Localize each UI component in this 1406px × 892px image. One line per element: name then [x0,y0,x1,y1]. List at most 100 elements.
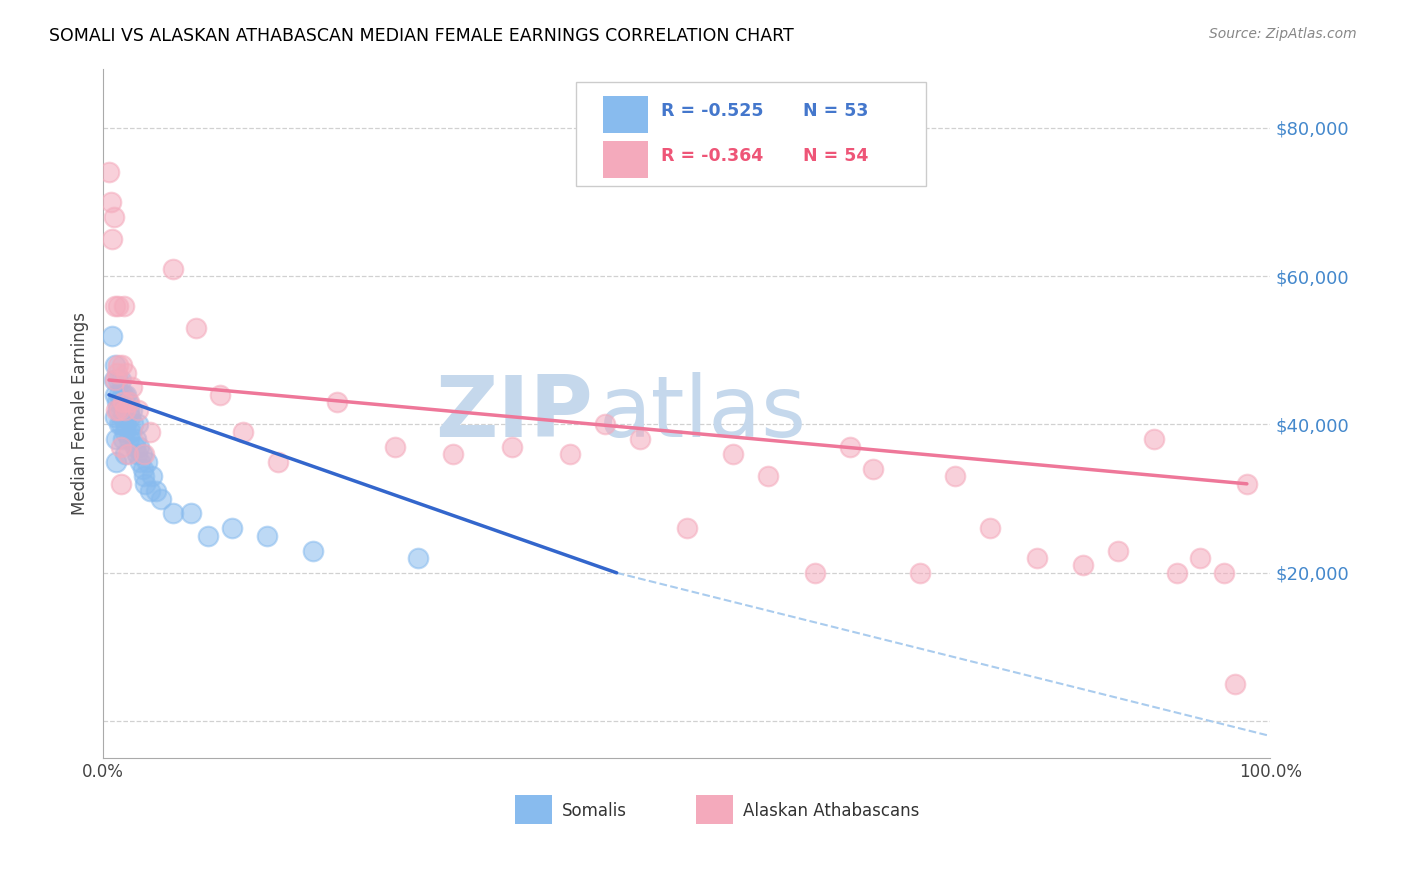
Point [107,373,129,387]
Point [104,454,127,468]
Point [111,433,134,447]
FancyBboxPatch shape [603,95,648,133]
Point [145,484,167,499]
Point [197,529,219,543]
Point [979,521,1001,535]
Point [112,410,135,425]
Point [593,417,616,432]
Point [132,469,155,483]
Point [628,433,651,447]
Point [100,194,122,209]
Point [723,447,745,461]
Point [104,299,127,313]
Point [110,440,132,454]
Point [121,380,143,394]
Point [104,358,127,372]
Text: Source: ZipAtlas.com: Source: ZipAtlas.com [1209,27,1357,41]
Point [114,425,136,439]
FancyBboxPatch shape [576,82,927,186]
Point [384,440,406,454]
Point [1073,558,1095,573]
Point [127,417,149,432]
Point [103,210,125,224]
Point [267,454,290,468]
Text: N = 53: N = 53 [803,102,869,120]
Point [141,469,163,483]
Point [122,417,145,432]
Point [127,402,149,417]
Text: Somalis: Somalis [562,802,627,820]
Point [117,395,139,409]
Y-axis label: Median Female Earnings: Median Female Earnings [72,312,89,515]
Point [111,410,134,425]
Point [150,491,173,506]
Point [124,440,146,454]
Point [1142,433,1164,447]
Point [221,521,243,535]
Point [675,521,697,535]
Point [111,358,134,372]
Point [1025,551,1047,566]
Point [108,388,131,402]
Point [302,543,325,558]
Point [110,417,132,432]
Point [756,469,779,483]
Point [162,507,184,521]
Point [1212,566,1234,580]
Point [501,440,523,454]
Point [104,410,127,425]
Point [125,433,148,447]
Point [139,484,162,499]
Text: ZIP: ZIP [436,372,593,455]
Point [839,440,862,454]
Point [107,402,129,417]
Point [1189,551,1212,566]
Point [804,566,827,580]
Point [232,425,254,439]
Point [121,402,143,417]
Point [325,395,347,409]
Point [118,410,141,425]
Point [118,433,141,447]
Point [115,366,138,380]
Point [108,402,131,417]
Point [120,425,142,439]
Text: N = 54: N = 54 [803,147,869,165]
Point [943,469,966,483]
Point [110,373,132,387]
Point [104,388,127,402]
Point [101,232,124,246]
Point [104,433,127,447]
Point [115,388,138,402]
Point [208,388,231,402]
Point [110,476,132,491]
Point [125,447,148,461]
Point [132,447,155,461]
Text: R = -0.364: R = -0.364 [661,147,763,165]
Point [112,388,135,402]
Point [104,373,127,387]
Point [441,447,464,461]
Point [186,321,208,335]
Point [162,261,184,276]
Point [103,373,125,387]
Point [97,165,120,179]
Point [105,366,128,380]
FancyBboxPatch shape [696,795,734,823]
Point [118,402,141,417]
Point [1225,677,1247,691]
Point [112,299,135,313]
Point [1108,543,1130,558]
FancyBboxPatch shape [603,141,648,178]
Point [114,447,136,461]
Point [111,395,134,409]
FancyBboxPatch shape [515,795,553,823]
Point [180,507,202,521]
Point [558,447,581,461]
Point [101,328,124,343]
Point [1166,566,1188,580]
Point [131,447,153,461]
Point [107,299,129,313]
Point [406,551,429,566]
Point [105,395,128,409]
